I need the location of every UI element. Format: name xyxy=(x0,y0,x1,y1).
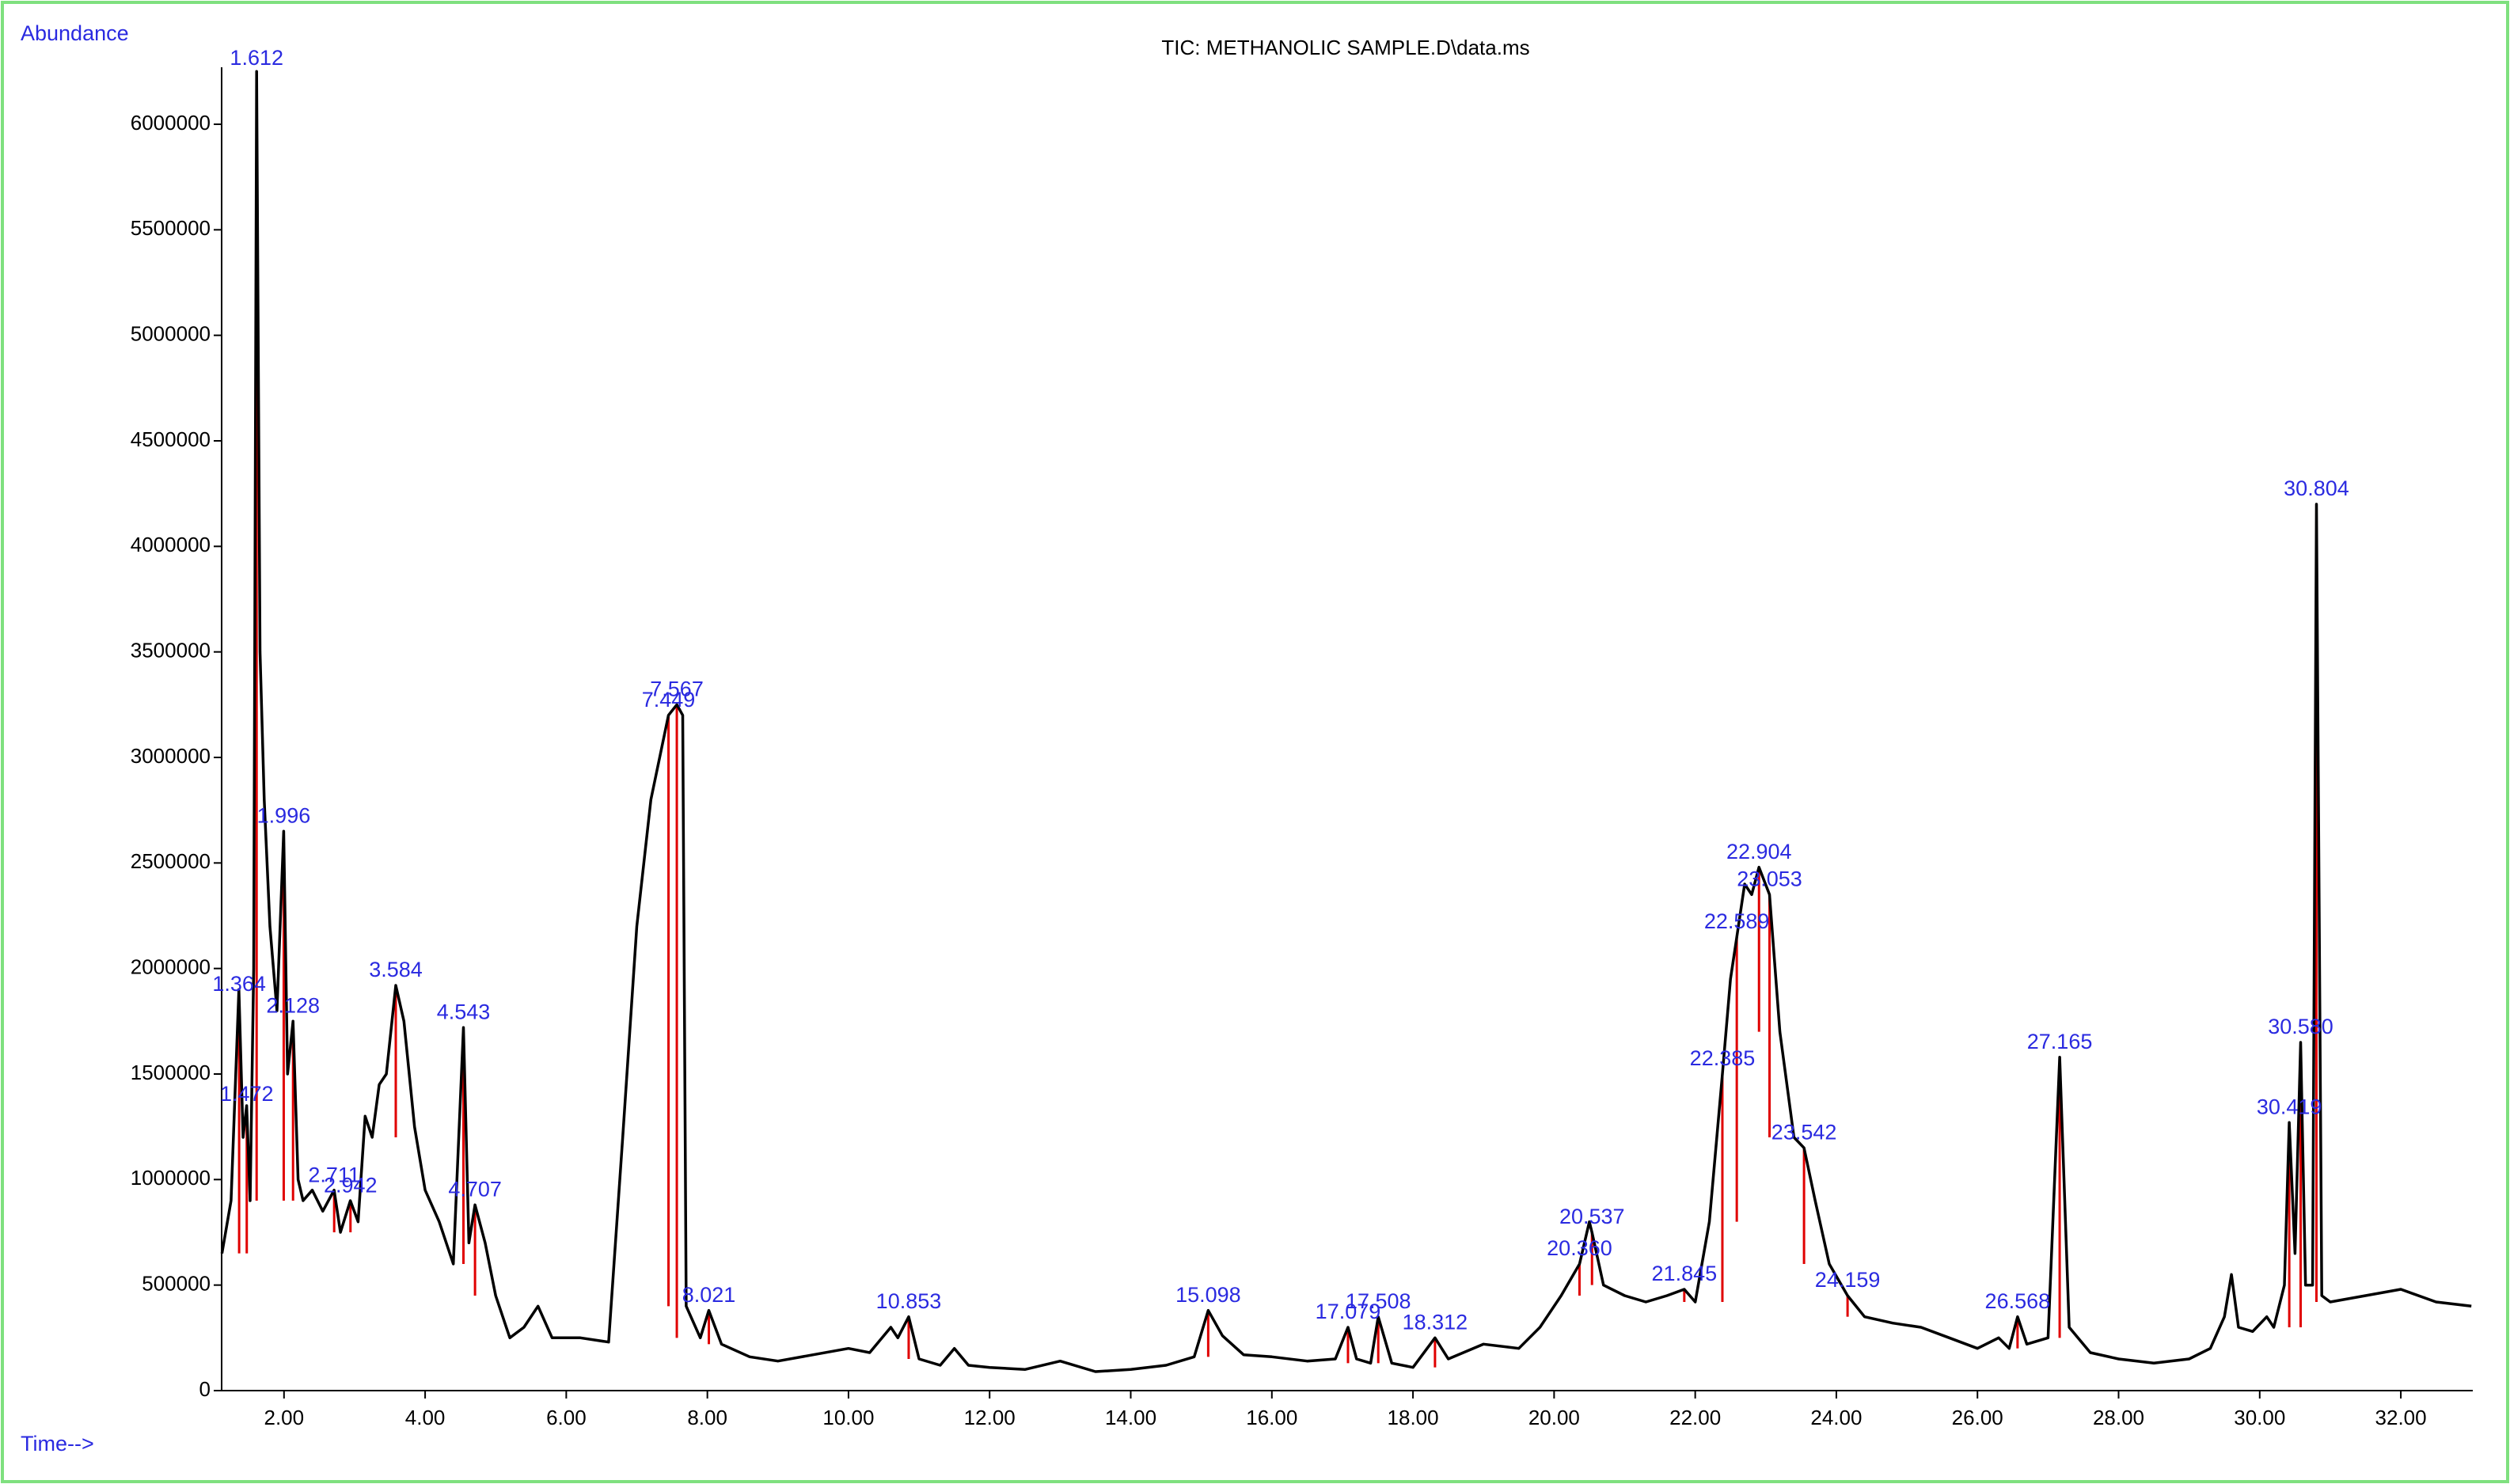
y-tick-label: 4000000 xyxy=(131,533,211,556)
x-tick-label: 22.00 xyxy=(1669,1406,1721,1429)
peak-label: 2.942 xyxy=(324,1174,378,1197)
peak-label: 30.419 xyxy=(2257,1095,2322,1118)
x-tick-label: 30.00 xyxy=(2234,1406,2285,1429)
x-tick-label: 8.00 xyxy=(687,1406,727,1429)
y-tick-label: 4500000 xyxy=(131,427,211,451)
peak-label: 3.584 xyxy=(369,958,423,981)
x-tick-label: 4.00 xyxy=(405,1406,446,1429)
peak-label: 1.364 xyxy=(212,972,266,996)
x-axis-label: Time--> xyxy=(21,1432,94,1456)
y-tick-label: 2500000 xyxy=(131,849,211,873)
peak-label: 22.385 xyxy=(1690,1046,1756,1070)
peak-label: 15.098 xyxy=(1175,1283,1241,1307)
x-tick-label: 2.00 xyxy=(264,1406,304,1429)
peak-label: 26.568 xyxy=(1985,1289,2051,1313)
peak-label: 10.853 xyxy=(876,1289,942,1313)
peak-label: 1.996 xyxy=(257,803,311,827)
peak-label: 22.904 xyxy=(1726,840,1792,863)
peak-label: 8.021 xyxy=(682,1283,736,1307)
peak-label: 22.589 xyxy=(1704,909,1770,933)
x-tick-label: 6.00 xyxy=(546,1406,587,1429)
y-axis-label: Abundance xyxy=(21,21,129,45)
peak-label: 2.711 xyxy=(308,1163,360,1186)
peak-label: 30.804 xyxy=(2284,476,2349,500)
y-tick-label: 3500000 xyxy=(131,639,211,662)
peak-label: 23.053 xyxy=(1737,867,1802,890)
x-tick-label: 14.00 xyxy=(1105,1406,1156,1429)
peak-label: 24.159 xyxy=(1815,1268,1881,1292)
peak-label: 17.079 xyxy=(1316,1300,1381,1323)
y-tick-label: 6000000 xyxy=(131,111,211,135)
y-tick-label: 5000000 xyxy=(131,322,211,346)
peak-label: 1.612 xyxy=(230,46,283,70)
peak-label: 4.543 xyxy=(437,1000,491,1023)
y-tick-label: 5500000 xyxy=(131,216,211,240)
chart-title: TIC: METHANOLIC SAMPLE.D\data.ms xyxy=(1161,36,1529,59)
peak-label: 23.542 xyxy=(1771,1120,1837,1144)
y-tick-label: 1000000 xyxy=(131,1166,211,1190)
x-tick-label: 20.00 xyxy=(1528,1406,1580,1429)
x-tick-label: 18.00 xyxy=(1388,1406,1439,1429)
x-tick-label: 26.00 xyxy=(1952,1406,2003,1429)
peak-label: 2.128 xyxy=(266,993,320,1017)
x-tick-label: 16.00 xyxy=(1246,1406,1297,1429)
peak-label: 7.567 xyxy=(650,677,704,700)
x-tick-label: 32.00 xyxy=(2375,1406,2427,1429)
y-tick-label: 500000 xyxy=(142,1272,211,1296)
peak-label: 20.360 xyxy=(1547,1236,1612,1260)
peak-label: 27.165 xyxy=(2027,1030,2093,1053)
peak-label: 7.449 xyxy=(642,688,696,712)
y-tick-label: 0 xyxy=(199,1377,211,1401)
peak-label: 21.845 xyxy=(1652,1262,1718,1285)
tic-trace xyxy=(220,70,2472,1373)
peak-label: 17.508 xyxy=(1346,1289,1411,1313)
y-tick-label: 1500000 xyxy=(131,1061,211,1084)
y-tick-label: 3000000 xyxy=(131,744,211,768)
peak-label: 4.707 xyxy=(448,1177,502,1201)
x-tick-label: 24.00 xyxy=(1810,1406,1862,1429)
peak-label: 18.312 xyxy=(1403,1310,1468,1334)
x-tick-label: 10.00 xyxy=(822,1406,874,1429)
peak-label: 20.537 xyxy=(1559,1205,1625,1228)
x-tick-label: 12.00 xyxy=(964,1406,1016,1429)
peak-label: 30.580 xyxy=(2268,1015,2333,1038)
y-tick-label: 2000000 xyxy=(131,955,211,979)
peak-label: 1.472 xyxy=(220,1082,274,1106)
x-tick-label: 28.00 xyxy=(2093,1406,2144,1429)
